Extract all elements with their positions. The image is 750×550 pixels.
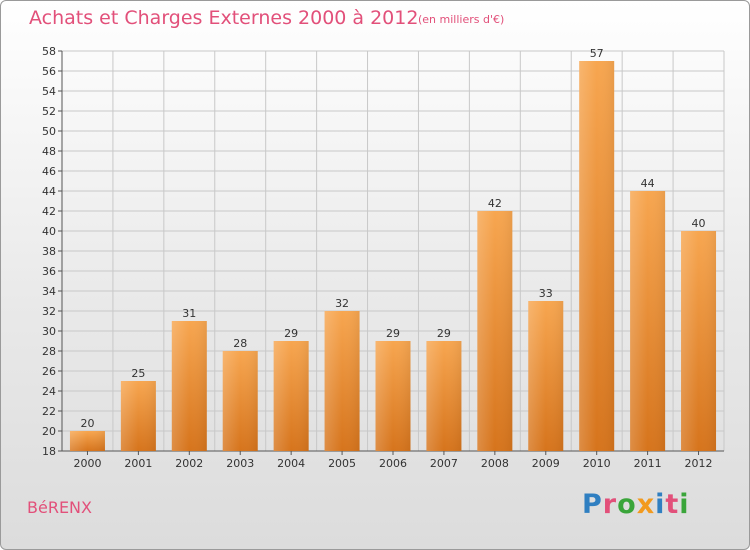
- bar-value-label: 33: [539, 287, 553, 300]
- y-tick-label: 34: [42, 285, 56, 298]
- x-tick-label: 2009: [532, 457, 560, 470]
- y-tick-label: 48: [42, 145, 56, 158]
- y-tick-label: 54: [42, 85, 56, 98]
- bar-value-label: 29: [437, 327, 451, 340]
- y-tick-label: 38: [42, 245, 56, 258]
- y-tick-label: 22: [42, 405, 56, 418]
- x-tick-label: 2006: [379, 457, 407, 470]
- y-tick-label: 18: [42, 445, 56, 458]
- bar-value-label: 57: [590, 47, 604, 60]
- x-tick-label: 2005: [328, 457, 356, 470]
- bar-shading: [528, 301, 564, 451]
- bar-shading: [324, 311, 360, 451]
- labels: 18 20 22 24 26 28 30 32 34 36 38 40 42 44 46 48 50 52 54 56…: [42, 45, 713, 470]
- y-tick-label: 42: [42, 205, 56, 218]
- bar-shading: [273, 341, 309, 451]
- x-tick-label: 2003: [226, 457, 254, 470]
- bar-value-label: 20: [80, 417, 94, 430]
- bar-shading: [630, 191, 666, 451]
- logo-letter: P: [582, 489, 603, 520]
- bar-shading: [579, 61, 615, 451]
- bar-value-label: 31: [182, 307, 196, 320]
- y-tick-label: 58: [42, 45, 56, 58]
- x-tick-label: 2004: [277, 457, 305, 470]
- y-tick-label: 28: [42, 345, 56, 358]
- bar-shading: [426, 341, 462, 451]
- logo-letter: i: [679, 489, 690, 520]
- bar-shading: [69, 431, 105, 451]
- bar-value-label: 29: [284, 327, 298, 340]
- x-tick-label: 2007: [430, 457, 458, 470]
- y-tick-label: 26: [42, 365, 56, 378]
- x-tick-label: 2001: [124, 457, 152, 470]
- y-tick-label: 30: [42, 325, 56, 338]
- x-tick-label: 2002: [175, 457, 203, 470]
- y-tick-label: 50: [42, 125, 56, 138]
- bar-shading: [120, 381, 156, 451]
- logo-letter: t: [665, 489, 680, 520]
- commune-name: BéRENX: [27, 498, 92, 517]
- x-tick-label: 2010: [583, 457, 611, 470]
- bar-shading: [681, 231, 717, 451]
- y-tick-label: 40: [42, 225, 56, 238]
- x-tick-label: 2000: [73, 457, 101, 470]
- y-tick-label: 20: [42, 425, 56, 438]
- y-tick-label: 36: [42, 265, 56, 278]
- proxiti-logo: Proxiti: [582, 489, 690, 520]
- y-tick-label: 46: [42, 165, 56, 178]
- logo-letter: i: [655, 489, 666, 520]
- x-tick-label: 2011: [634, 457, 662, 470]
- bar-shading: [222, 351, 258, 451]
- bar-shading: [477, 211, 513, 451]
- logo-letter: x: [636, 489, 656, 520]
- bar-value-label: 44: [641, 177, 655, 190]
- chart-title: Achats et Charges Externes 2000 à 2012: [29, 7, 419, 29]
- x-tick-label: 2008: [481, 457, 509, 470]
- y-tick-label: 52: [42, 105, 56, 118]
- y-tick-label: 44: [42, 185, 56, 198]
- bar-value-label: 32: [335, 297, 349, 310]
- bar-value-label: 28: [233, 337, 247, 350]
- bar-shading: [375, 341, 411, 451]
- chart-unit: (en milliers d'€): [418, 13, 505, 26]
- logo-letter: o: [617, 489, 637, 520]
- logo-letter: r: [602, 489, 618, 520]
- bars: [69, 61, 717, 451]
- y-tick-label: 32: [42, 305, 56, 318]
- bar-value-label: 42: [488, 197, 502, 210]
- bar-value-label: 40: [692, 217, 706, 230]
- x-tick-label: 2012: [685, 457, 713, 470]
- bar-value-label: 25: [131, 367, 145, 380]
- y-tick-label: 56: [42, 65, 56, 78]
- bar-value-label: 29: [386, 327, 400, 340]
- bar-shading: [171, 321, 207, 451]
- y-tick-label: 24: [42, 385, 56, 398]
